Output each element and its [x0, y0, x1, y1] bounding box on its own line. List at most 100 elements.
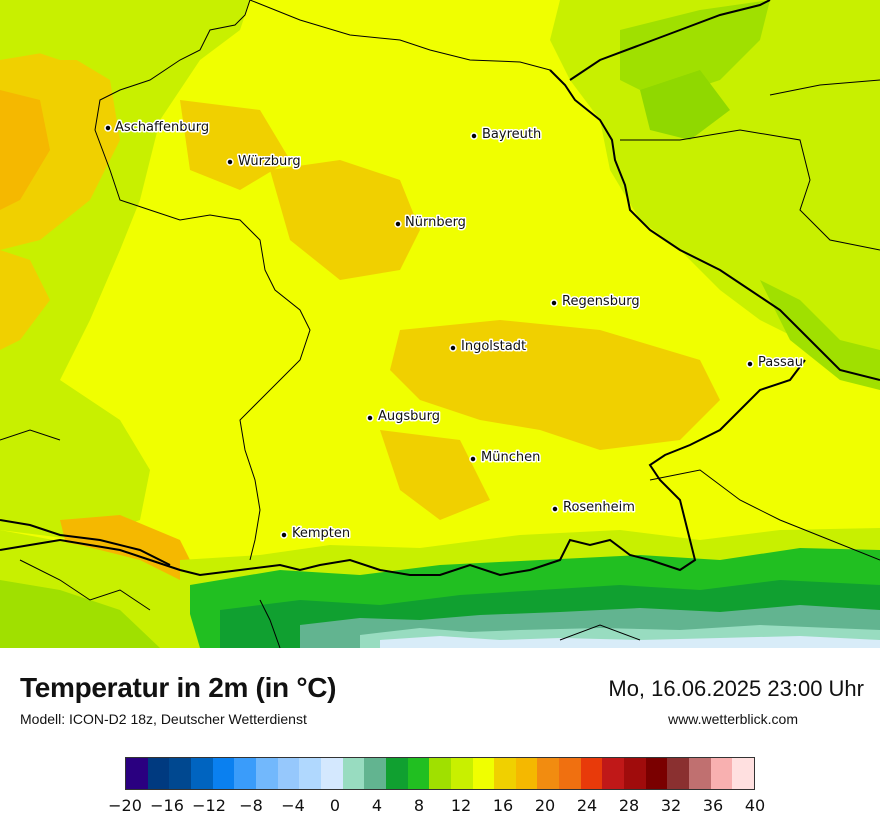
- city-dot: [449, 344, 457, 352]
- city-label: München: [481, 450, 540, 465]
- city-passau[interactable]: Passau: [746, 354, 804, 372]
- city-dot: [551, 505, 559, 513]
- germany-czech-border: [549, 69, 880, 381]
- switzerland-internal-boundary: [19, 559, 151, 611]
- colorbar-swatch: [190, 758, 213, 789]
- city-dot: [366, 414, 374, 422]
- germany-austria-border: [0, 359, 806, 577]
- city-label: Nürnberg: [405, 215, 466, 230]
- map-canvas: Aschaffenburg Würzburg Bayreuth Nürnberg…: [0, 0, 880, 648]
- city-dot: [226, 158, 234, 166]
- city-augsburg[interactable]: Augsburg: [366, 408, 442, 426]
- borders: [0, 0, 880, 648]
- colorbar-swatch: [169, 758, 191, 789]
- danube-warm-zone: [390, 320, 720, 450]
- city-label: Passau: [758, 355, 803, 370]
- city-aschaffenburg[interactable]: Aschaffenburg: [104, 119, 211, 137]
- northeast-green-patch: [640, 70, 730, 140]
- west-boundary-fragment: [0, 429, 61, 441]
- northeast-green-zone: [620, 0, 770, 100]
- colorbar-swatch: [385, 758, 408, 789]
- colorbar-tick-label: 36: [702, 796, 724, 815]
- colorbar-tick-label: −8: [239, 796, 263, 815]
- colorbar-swatch: [450, 758, 473, 789]
- temperature-colorbar: [125, 757, 755, 790]
- city-label: Ingolstadt: [461, 339, 526, 354]
- city-bayreuth[interactable]: Bayreuth: [470, 126, 543, 144]
- colorbar-tick-label: −4: [281, 796, 305, 815]
- colorbar-swatch: [126, 758, 148, 789]
- city-dot: [104, 124, 112, 132]
- colorbar-swatch: [472, 758, 495, 789]
- colorbar-swatch: [624, 758, 646, 789]
- city-label: Regensburg: [562, 294, 640, 309]
- map-title: Temperatur in 2m (in °C): [20, 672, 337, 703]
- colorbar-tick-label: 0: [329, 796, 341, 815]
- colorbar-tick-label: 28: [618, 796, 640, 815]
- colorbar-tick-label: 32: [660, 796, 682, 815]
- west-warm-zone-2: [0, 250, 50, 350]
- city-label: Augsburg: [378, 409, 440, 424]
- czech-north-boundary: [769, 79, 880, 96]
- colorbar-swatch: [299, 758, 321, 789]
- colorbar-tick-label: 8: [413, 796, 425, 815]
- germany-saxony-border: [569, 0, 771, 81]
- city-markers: Aschaffenburg Würzburg Bayreuth Nürnberg…: [104, 119, 804, 543]
- model-source: Modell: ICON-D2 18z, Deutscher Wetterdie…: [20, 711, 307, 727]
- colorbar-swatch: [234, 758, 256, 789]
- city-wuerzburg[interactable]: Würzburg: [226, 153, 302, 171]
- colorbar-tick-label: 4: [371, 796, 383, 815]
- alps-west-boundary: [259, 599, 281, 648]
- website-link[interactable]: www.wetterblick.com: [668, 711, 798, 727]
- city-ingolstadt[interactable]: Ingolstadt: [449, 338, 528, 356]
- city-dot: [394, 220, 402, 228]
- east-green-zone: [760, 280, 880, 390]
- colorbar-tick-label: 24: [576, 796, 598, 815]
- colorbar-swatch: [342, 758, 365, 789]
- colorbar-tick-label: 12: [450, 796, 472, 815]
- colorbar-swatch: [494, 758, 516, 789]
- city-kempten[interactable]: Kempten: [280, 525, 352, 543]
- czech-regions-boundary: [620, 129, 880, 251]
- colorbar-tick-label: −20: [108, 796, 142, 815]
- colorbar-swatch: [537, 758, 560, 789]
- city-label: Bayreuth: [482, 127, 541, 142]
- city-dot: [280, 531, 288, 539]
- colorbar-ticks: −20 −16 −12 −8 −4 0 4 8 12 16 20 24 28 32 36 40: [108, 796, 765, 818]
- austria-internal-boundary: [649, 469, 880, 561]
- colorbar-swatch: [667, 758, 690, 789]
- city-dot: [550, 299, 558, 307]
- city-nuernberg[interactable]: Nürnberg: [394, 214, 467, 232]
- bavaria-bw-boundary: [94, 0, 311, 561]
- wuerzburg-warm-zone: [180, 100, 290, 190]
- city-dot: [470, 132, 478, 140]
- temperature-map[interactable]: Aschaffenburg Würzburg Bayreuth Nürnberg…: [0, 0, 880, 648]
- colorbar-swatch: [689, 758, 711, 789]
- munich-warm-zone: [380, 430, 490, 520]
- colorbar-swatch: [147, 758, 170, 789]
- colorbar-swatch: [320, 758, 343, 789]
- city-dot: [469, 455, 477, 463]
- city-rosenheim[interactable]: Rosenheim: [551, 499, 636, 517]
- city-dot: [746, 360, 754, 368]
- north-lime-zone: [0, 0, 180, 60]
- alps-snow-zone: [380, 636, 880, 648]
- colorbar-swatch: [212, 758, 235, 789]
- bavaria-thuringia-boundary: [249, 0, 551, 71]
- west-orange-zone: [0, 90, 50, 210]
- colorbar-tick-label: 20: [534, 796, 556, 815]
- city-regensburg[interactable]: Regensburg: [550, 293, 641, 311]
- colorbar-swatch: [732, 758, 755, 789]
- city-muenchen[interactable]: München: [469, 449, 542, 467]
- valid-datetime: Mo, 16.06.2025 23:00 Uhr: [608, 676, 864, 701]
- city-label: Rosenheim: [563, 500, 635, 515]
- colorbar-swatch: [602, 758, 625, 789]
- southwest-green-zone: [0, 580, 160, 648]
- colorbar-swatch: [580, 758, 603, 789]
- colorbar-tick-label: 16: [492, 796, 514, 815]
- nuernberg-warm-zone: [270, 160, 420, 280]
- colorbar-swatch: [515, 758, 538, 789]
- northeast-lime-zone: [550, 0, 880, 380]
- city-label: Kempten: [292, 526, 350, 541]
- colorbar-swatch: [277, 758, 300, 789]
